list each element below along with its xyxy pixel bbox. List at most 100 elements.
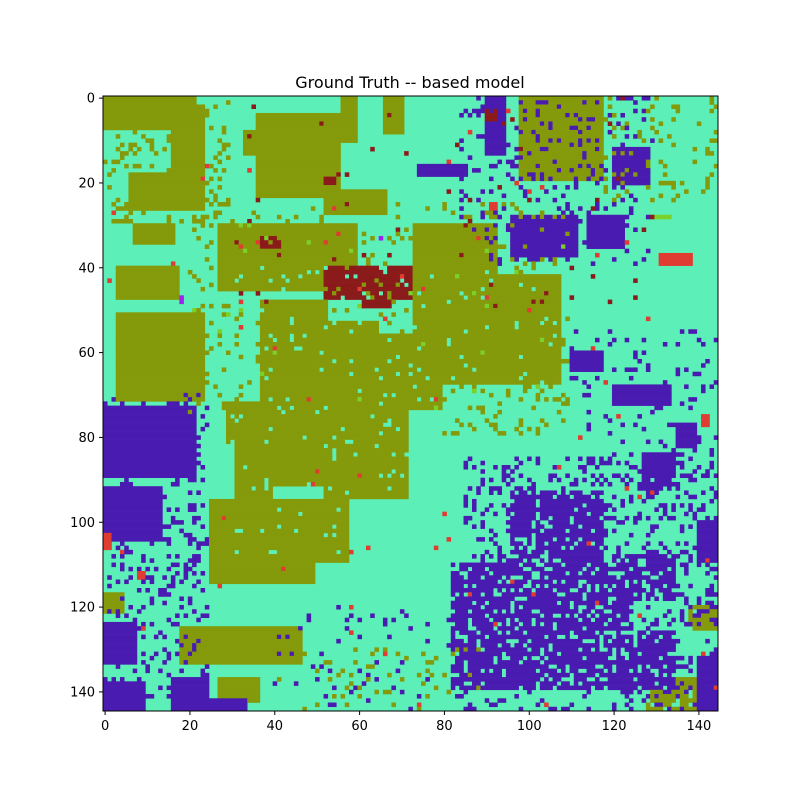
heatmap-cell-run <box>679 562 689 568</box>
heatmap-cell-run <box>505 575 511 580</box>
heatmap-cell-run <box>611 112 617 118</box>
heatmap-cell-run <box>425 286 481 292</box>
heatmap-cell-run <box>408 282 413 288</box>
heatmap-cell-run <box>705 180 710 186</box>
heatmap-cell-run <box>247 168 252 173</box>
heatmap-cell-run <box>713 575 719 580</box>
heatmap-cell-run <box>616 545 621 551</box>
heatmap-cell-run <box>221 515 227 521</box>
heatmap-cell-run <box>200 426 206 432</box>
heatmap-cell-run <box>501 630 507 635</box>
heatmap-cell-run <box>654 596 659 602</box>
heatmap-cell-run <box>705 151 715 156</box>
heatmap-cell-run <box>696 524 719 529</box>
heatmap-cell-run <box>425 638 430 644</box>
heatmap-cell-run <box>323 176 337 182</box>
heatmap-cell-run <box>289 634 303 640</box>
heatmap-cell-run <box>234 240 240 245</box>
heatmap-cell-run <box>115 329 206 334</box>
heatmap-cell-run <box>696 532 719 538</box>
heatmap-cell-run <box>192 308 197 313</box>
heatmap-cell-run <box>552 197 558 203</box>
heatmap-cell-run <box>552 185 558 190</box>
heatmap-cell-run <box>476 537 486 542</box>
heatmap-cell-run <box>115 371 210 377</box>
heatmap-cell-run <box>344 295 367 300</box>
heatmap-cell-run <box>611 163 647 169</box>
heatmap-cell-run <box>391 112 405 118</box>
heatmap-cell-run <box>522 388 528 394</box>
heatmap-cell-run <box>565 206 570 211</box>
x-tick-label: 100 <box>517 719 542 734</box>
heatmap-cell-run <box>586 117 596 122</box>
heatmap-cell-run <box>607 583 613 589</box>
heatmap-cell-run <box>438 405 443 411</box>
heatmap-cell-run <box>522 282 562 288</box>
heatmap-cell-run <box>459 252 464 258</box>
heatmap-cell-run <box>713 515 719 521</box>
heatmap-cell-run <box>616 172 621 177</box>
heatmap-cell-run <box>268 240 273 245</box>
heatmap-cell-run <box>221 401 379 406</box>
heatmap-cell-run <box>709 566 719 572</box>
heatmap-cell-run <box>607 104 613 110</box>
heatmap-cell-run <box>141 634 146 640</box>
heatmap-cell-run <box>399 354 460 360</box>
heatmap-cell-run <box>463 647 469 652</box>
heatmap-cell-run <box>416 672 422 678</box>
heatmap-cell-run <box>552 566 583 572</box>
heatmap-cell-run <box>357 452 392 457</box>
heatmap-cell-run <box>497 554 507 559</box>
heatmap-cell-run <box>255 320 290 326</box>
heatmap-cell-run <box>488 257 494 262</box>
heatmap-cell-run <box>480 520 486 525</box>
heatmap-cell-run <box>103 698 146 703</box>
heatmap-cell-run <box>488 202 498 207</box>
heatmap-cell-run <box>645 494 655 500</box>
heatmap-cell-run <box>569 125 579 131</box>
heatmap-cell-run <box>200 668 206 674</box>
heatmap-cell-run <box>115 367 206 372</box>
heatmap-cell-run <box>607 418 613 423</box>
heatmap-cell-run <box>539 299 545 305</box>
heatmap-cell-run <box>238 244 244 249</box>
heatmap-cell-run <box>433 655 439 661</box>
heatmap-cell-run <box>467 363 562 368</box>
heatmap-cell-run <box>217 685 261 691</box>
heatmap-cell-run <box>611 528 617 534</box>
heatmap-cell-run <box>696 621 702 627</box>
heatmap-cell-run <box>539 337 545 343</box>
heatmap-cell-run <box>650 698 676 703</box>
heatmap-cell-run <box>531 261 536 266</box>
heatmap-cell-run <box>505 528 541 534</box>
heatmap-cell-run <box>501 579 507 585</box>
heatmap-cell-run <box>497 112 507 118</box>
heatmap-cell-run <box>293 681 299 686</box>
heatmap-cell-run <box>501 643 511 648</box>
heatmap-cell-run <box>103 121 206 126</box>
heatmap-cell-run <box>556 138 562 143</box>
heatmap-cell-run <box>132 668 138 674</box>
heatmap-cell-run <box>679 685 689 691</box>
heatmap-cell-run <box>200 465 206 470</box>
heatmap-cell-run <box>259 350 273 356</box>
heatmap-cell-run <box>187 409 193 415</box>
heatmap-cell-run <box>624 571 642 576</box>
heatmap-cell-run <box>319 664 324 669</box>
heatmap-cell-run <box>259 367 269 372</box>
heatmap-cell-run <box>344 308 350 313</box>
heatmap-cell-run <box>637 129 642 135</box>
heatmap-cell-run <box>582 151 587 156</box>
heatmap-cell-run <box>633 100 638 105</box>
heatmap-cell-run <box>170 142 206 148</box>
heatmap-cell-run <box>259 380 541 385</box>
heatmap-cell-run <box>633 520 638 525</box>
heatmap-cell-run <box>675 367 681 372</box>
heatmap-cell-run <box>387 295 392 300</box>
heatmap-cell-run <box>272 278 286 283</box>
heatmap-cell-run <box>535 172 541 177</box>
heatmap-cell-run <box>136 575 146 580</box>
heatmap-cell-run <box>480 524 486 529</box>
heatmap-cell-run <box>472 609 494 614</box>
heatmap-cell-run <box>556 159 604 165</box>
